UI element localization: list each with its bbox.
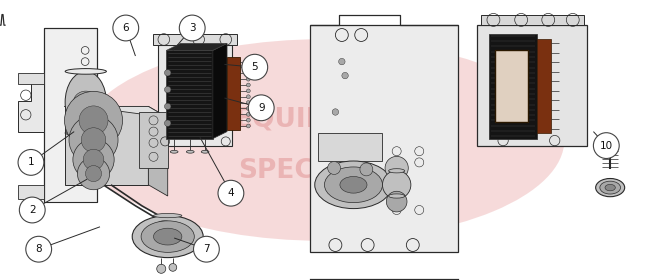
Circle shape [342,72,348,79]
Circle shape [164,120,171,127]
Text: 4: 4 [228,188,234,198]
Circle shape [386,191,407,212]
Circle shape [164,69,171,76]
Text: 3: 3 [189,23,195,33]
Ellipse shape [170,150,178,153]
Circle shape [113,15,139,41]
Polygon shape [213,43,227,139]
Ellipse shape [595,179,624,197]
Ellipse shape [324,167,382,203]
Circle shape [157,264,166,273]
Text: 7: 7 [203,244,210,254]
Text: 10: 10 [600,141,613,151]
Ellipse shape [186,150,194,153]
Circle shape [382,171,411,199]
Circle shape [246,83,250,87]
Circle shape [246,112,250,116]
Ellipse shape [132,216,203,258]
Circle shape [246,124,250,128]
Polygon shape [489,34,537,139]
Circle shape [246,101,250,104]
Circle shape [77,157,110,190]
Polygon shape [318,133,382,161]
Circle shape [593,133,619,158]
Circle shape [18,150,44,175]
Polygon shape [477,25,587,146]
Ellipse shape [65,69,106,74]
Circle shape [246,71,250,75]
Circle shape [385,157,408,179]
Ellipse shape [81,39,564,241]
Polygon shape [537,39,551,133]
Text: 8: 8 [35,244,42,254]
Polygon shape [64,106,168,118]
Circle shape [26,236,52,262]
Polygon shape [18,185,44,199]
Circle shape [360,163,373,176]
Text: SPECIALIST: SPECIALIST [238,158,407,184]
Circle shape [246,77,250,81]
Circle shape [83,149,104,170]
Text: EQUIPMENT: EQUIPMENT [235,106,410,132]
Ellipse shape [141,221,194,252]
Ellipse shape [315,161,392,209]
Circle shape [81,128,106,152]
Polygon shape [166,50,213,139]
Text: 9: 9 [258,103,264,113]
Circle shape [246,106,250,110]
Ellipse shape [388,194,405,198]
Text: 1: 1 [28,157,34,167]
Ellipse shape [388,169,405,173]
Text: 5: 5 [252,62,258,72]
Ellipse shape [201,150,209,153]
Circle shape [73,139,114,180]
Circle shape [246,95,250,99]
Circle shape [164,103,171,110]
Polygon shape [18,73,44,84]
Ellipse shape [65,130,106,136]
Polygon shape [227,57,240,130]
Ellipse shape [159,221,170,224]
Circle shape [246,118,250,122]
Polygon shape [166,43,227,50]
Circle shape [246,89,250,93]
Polygon shape [495,50,528,122]
Polygon shape [310,25,458,252]
Text: INC.: INC. [432,140,452,149]
Circle shape [19,197,45,223]
Polygon shape [148,106,168,196]
Circle shape [64,91,123,150]
Polygon shape [158,45,232,146]
Polygon shape [18,78,44,132]
Ellipse shape [600,181,620,194]
Circle shape [246,66,250,69]
Polygon shape [139,112,168,168]
Circle shape [328,162,341,174]
Circle shape [164,86,171,93]
Ellipse shape [74,91,98,113]
Ellipse shape [65,71,106,133]
Polygon shape [153,34,237,45]
Circle shape [339,58,345,65]
Circle shape [79,106,108,135]
Circle shape [218,180,244,206]
Circle shape [69,115,118,165]
Polygon shape [481,15,584,25]
Text: 2: 2 [29,205,35,215]
Text: 6: 6 [123,23,129,33]
Polygon shape [44,28,97,202]
Circle shape [248,95,274,121]
Circle shape [332,109,339,115]
Circle shape [179,15,205,41]
Ellipse shape [154,228,182,245]
Circle shape [85,165,101,182]
Circle shape [169,263,177,271]
Ellipse shape [154,214,182,218]
Polygon shape [64,106,148,185]
Circle shape [194,236,219,262]
Ellipse shape [340,176,367,193]
Ellipse shape [605,184,615,191]
Circle shape [246,60,250,64]
Circle shape [242,54,268,80]
